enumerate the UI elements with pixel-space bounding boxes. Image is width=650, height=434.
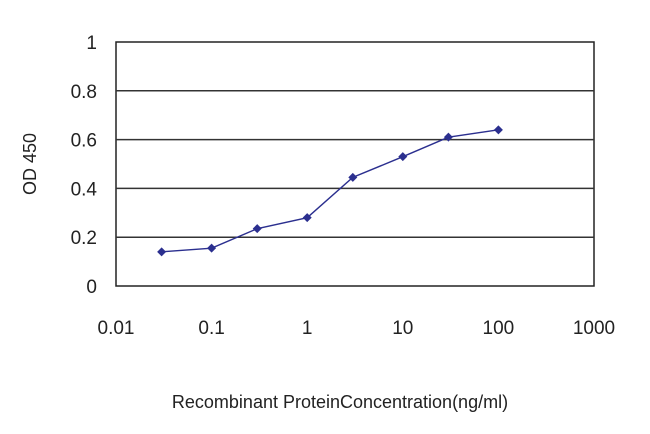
x-tick-label: 10 — [392, 318, 413, 339]
series-group — [157, 125, 503, 257]
y-tick-label: 0.4 — [71, 179, 98, 200]
grid-lines — [116, 90, 594, 238]
y-axis-label: OD 450 — [20, 133, 40, 195]
data-point — [207, 243, 217, 253]
x-tick-label: 0.01 — [98, 318, 135, 339]
y-tick-label: 0.2 — [71, 228, 97, 249]
x-tick-labels: 0.01 0.1 1 10 100 1000 — [98, 318, 616, 339]
y-tick-label: 1 — [86, 33, 97, 54]
x-tick-label: 1000 — [573, 318, 615, 339]
data-point — [493, 125, 503, 135]
data-point — [348, 172, 358, 182]
y-tick-labels: 0 0.2 0.4 0.6 0.8 1 — [71, 33, 98, 298]
plot-area — [115, 41, 595, 287]
data-point — [443, 132, 453, 142]
y-tick-label: 0 — [86, 277, 97, 298]
data-point — [398, 152, 408, 162]
y-tick-label: 0.6 — [71, 131, 97, 152]
series-line — [161, 129, 499, 253]
y-tick-label: 0.8 — [71, 82, 97, 103]
data-point — [302, 213, 312, 223]
x-tick-label: 0.1 — [198, 318, 224, 339]
x-axis-label: Recombinant ProteinConcentration(ng/ml) — [172, 392, 508, 412]
data-point — [252, 224, 262, 234]
data-point — [157, 247, 167, 257]
x-tick-label: 1 — [302, 318, 313, 339]
x-tick-label: 100 — [483, 318, 515, 339]
